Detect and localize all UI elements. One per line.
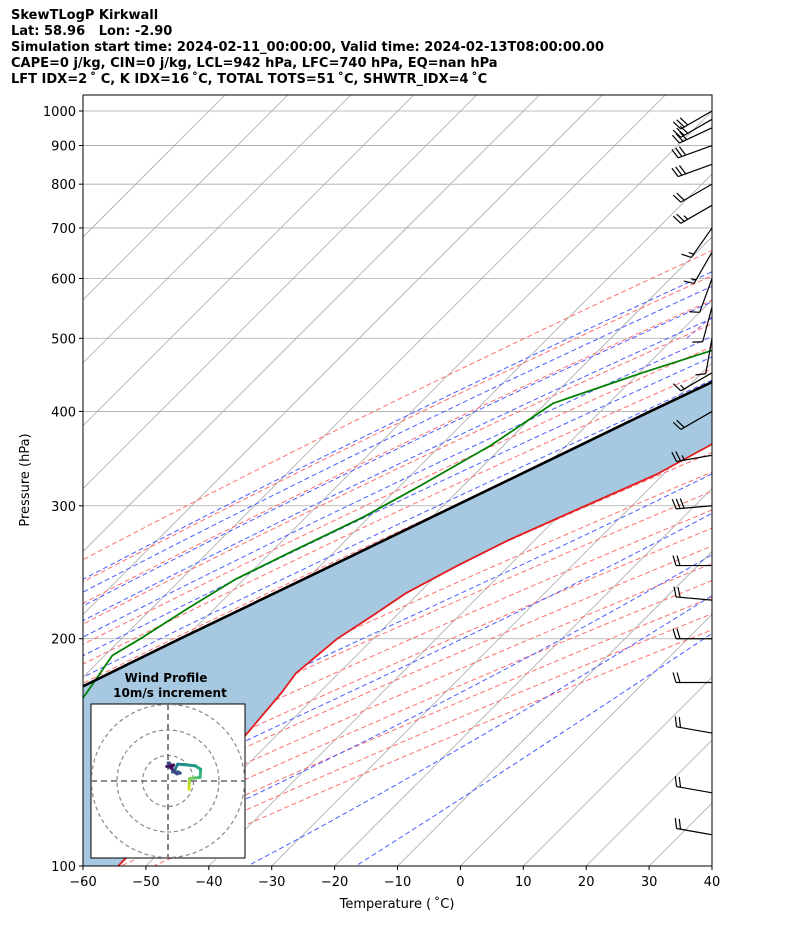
isotherm-line [83,95,414,427]
wind-barb [672,410,713,430]
isotherm-line [83,95,540,553]
isotherm-line [83,95,226,238]
wind-barb [672,183,713,203]
wind-barb [674,716,713,734]
y-tick-label: 100 [51,860,76,875]
wind-barb [692,306,713,343]
y-axis-label: Pressure (hPa) [18,433,33,526]
dry-adiabat-line [83,545,712,823]
dry-adiabat-line [83,249,712,561]
y-tick-label: 800 [51,178,76,193]
moist-adiabat-line [83,317,712,622]
hodograph-subtitle: 10m/s increment [113,686,227,700]
wind-barb [674,776,713,794]
x-tick-label: −30 [258,875,285,890]
isotherm-line [397,550,712,866]
wind-barb [695,338,713,376]
isotherm-line [83,95,603,615]
wind-barb [671,163,713,178]
wind-barb [689,278,713,313]
x-tick-label: 30 [641,875,658,890]
chart-title: SkewTLogP Kirkwall [11,8,159,23]
wind-barb [672,628,712,640]
x-tick-label: 40 [704,875,721,890]
wind-barb [673,586,713,601]
dry-adiabat-line [83,509,712,791]
y-tick-label: 900 [51,140,76,155]
temperature-line [117,442,712,866]
x-axis-label: Temperature ( ˚C) [339,896,455,912]
dry-adiabat-line [83,323,712,625]
cape-shaded-area [83,382,712,866]
parcel-line [83,380,712,688]
dry-adiabat-line [83,299,712,604]
x-tick-label: −10 [384,875,411,890]
y-tick-label: 500 [51,332,76,347]
wind-barb [681,227,713,259]
wind-barb [671,451,713,463]
isotherm-line [208,362,712,866]
hodograph-title: Wind Profile [125,671,208,685]
moist-adiabat-line [83,512,712,819]
dry-adiabat-line [83,527,712,807]
wind-barb [672,672,712,684]
y-tick-label: 600 [51,272,76,287]
location-line: Lat: 58.96 Lon: -2.90 [11,24,173,39]
y-tick-label: 300 [51,500,76,515]
x-tick-label: −60 [69,875,96,890]
indices-line-1: CAPE=0 j/kg, CIN=0 j/kg, LCL=942 hPa, LF… [11,56,498,71]
wind-barb [671,498,713,510]
wind-barb [672,118,713,138]
wind-barb [683,251,713,285]
wind-barb [672,110,713,130]
x-tick-label: 10 [515,875,532,890]
dry-adiabat-line [83,346,712,645]
isotherm-line [83,95,666,678]
isotherm-line [711,865,712,866]
x-tick-label: 20 [578,875,595,890]
isotherm-line [523,676,712,866]
isotherm-line [334,488,712,866]
x-tick-label: −20 [321,875,348,890]
y-tick-label: 200 [51,633,76,648]
indices-line-2: LFT IDX=2 ˚ C, K IDX=16 ˚C, TOTAL TOTS=5… [11,72,488,87]
chart-header: SkewTLogP Kirkwall Lat: 58.96 Lon: -2.90… [11,8,604,88]
wind-barb [671,127,713,144]
wind-barb [672,372,713,392]
x-tick-label: −50 [132,875,159,890]
y-tick-label: 1000 [43,105,76,120]
y-tick-label: 400 [51,405,76,420]
dewpoint-line [83,349,712,700]
moist-adiabat-line [83,271,712,580]
dry-adiabat-line [83,490,712,774]
wind-barb [672,555,712,567]
dry-adiabat-line [83,368,712,665]
y-tick-label: 700 [51,222,76,237]
moist-adiabat-line [83,285,712,593]
isotherm-line [460,613,712,866]
wind-barb [674,818,713,836]
mixing-ratio-line [784,95,794,338]
x-tick-label: 0 [456,875,464,890]
wind-barb [672,204,713,224]
x-tick-label: −40 [195,875,222,890]
isotherm-line [83,95,477,490]
moist-adiabat-line [83,473,712,772]
moist-adiabat-line [83,379,712,678]
isotherm-line [83,95,289,301]
time-line: Simulation start time: 2024-02-11_00:00:… [11,40,604,55]
isotherm-line [83,95,352,364]
isotherm-line [271,425,712,866]
isotherm-line [648,802,712,866]
hodograph-segment [182,763,197,768]
dry-adiabat-line [153,629,712,866]
wind-barb [671,144,713,159]
